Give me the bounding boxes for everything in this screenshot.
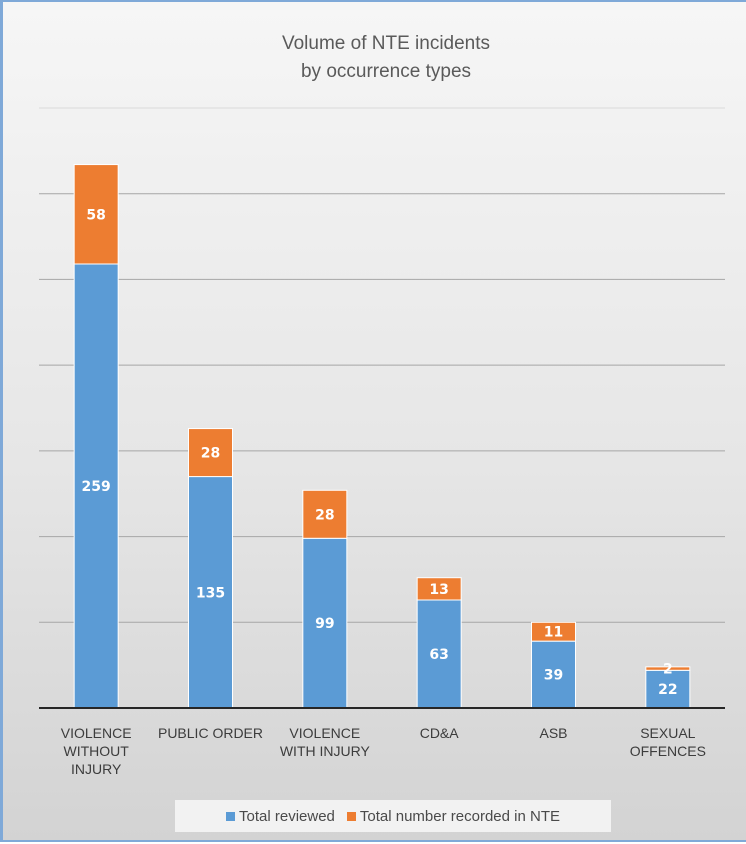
category-label-line: PUBLIC ORDER xyxy=(158,725,263,741)
data-label: 28 xyxy=(201,446,220,462)
gridlines xyxy=(39,107,725,623)
data-label: 259 xyxy=(82,479,111,495)
category-labels: VIOLENCE WITHOUT INJURY PUBLIC ORDER VIOLENC… xyxy=(61,725,706,777)
category-label-line: WITHOUT xyxy=(64,743,130,759)
legend-item-total-reviewed: Total reviewed xyxy=(226,808,335,825)
category-label: PUBLIC ORDER xyxy=(158,725,263,741)
bar-total-reviewed xyxy=(302,537,348,709)
category-label-line: INJURY xyxy=(71,761,122,777)
bars xyxy=(73,164,691,709)
category-label: VIOLENCE WITH INJURY xyxy=(280,725,371,759)
category-label: VIOLENCE WITHOUT INJURY xyxy=(61,725,132,777)
bar-total-reviewed xyxy=(416,599,462,709)
bar-total-recorded-in-nte xyxy=(645,666,691,671)
category-label: CD&A xyxy=(420,725,460,741)
category-label-line: VIOLENCE xyxy=(289,725,360,741)
chart-title-line-2: by occurrence types xyxy=(301,61,471,82)
category-label-line: CD&A xyxy=(420,725,460,741)
legend-swatch-blue xyxy=(226,811,235,821)
legend: Total reviewed Total number recorded in … xyxy=(175,800,611,832)
data-label: 63 xyxy=(429,647,448,663)
data-label: 39 xyxy=(544,668,563,684)
chart-title-line-1: Volume of NTE incidents xyxy=(282,33,490,54)
legend-label: Total number recorded in NTE xyxy=(359,807,560,825)
bar-total-reviewed xyxy=(645,669,691,709)
stacked-bar-chart: Volume of NTE incidents by occurrence ty… xyxy=(39,33,725,777)
data-label: 2 xyxy=(663,662,673,678)
category-label-line: OFFENCES xyxy=(630,743,706,759)
legend-item-total-recorded-in-nte: Total number recorded in NTE xyxy=(346,807,560,825)
category-label: ASB xyxy=(539,725,567,741)
bar-total-recorded-in-nte xyxy=(416,577,462,601)
bar-total-recorded-in-nte xyxy=(188,428,233,478)
legend-swatch-orange xyxy=(346,811,356,821)
data-label: 58 xyxy=(86,207,105,223)
data-label: 99 xyxy=(315,616,334,632)
bar-total-recorded-in-nte xyxy=(531,621,576,642)
category-label-line: VIOLENCE xyxy=(61,725,132,741)
category-label-line: SEXUAL xyxy=(640,725,695,741)
data-label: 11 xyxy=(544,625,563,641)
data-label: 13 xyxy=(429,582,448,598)
bar-total-recorded-in-nte xyxy=(302,489,348,539)
category-label-line: ASB xyxy=(539,725,567,741)
legend-label: Total reviewed xyxy=(239,807,335,825)
category-label-line: WITH INJURY xyxy=(280,743,371,759)
bar-total-recorded-in-nte xyxy=(73,164,119,265)
data-label: 28 xyxy=(315,507,334,523)
data-label: 135 xyxy=(196,585,225,601)
data-label: 22 xyxy=(658,682,677,698)
bar-total-reviewed xyxy=(188,476,233,709)
category-label: SEXUAL OFFENCES xyxy=(630,725,706,759)
